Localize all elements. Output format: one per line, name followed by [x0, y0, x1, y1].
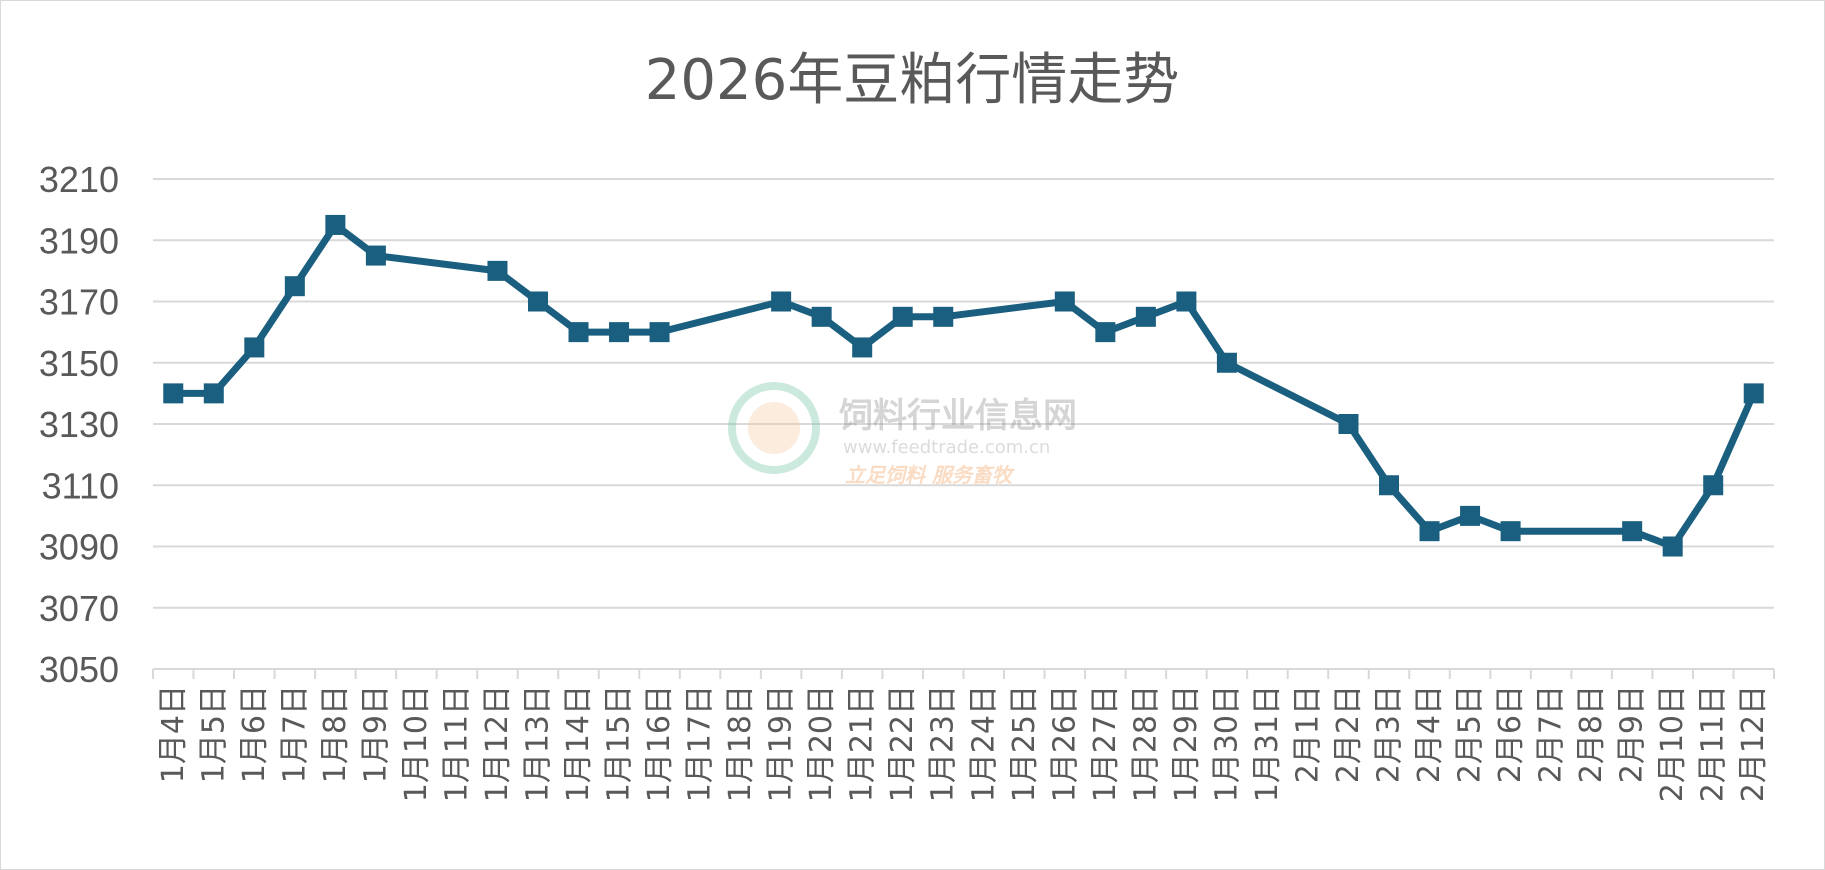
watermark-slogan: 立足饲料 服务畜牧	[845, 463, 1015, 487]
y-tick-label: 3190	[39, 220, 119, 261]
markers	[163, 214, 1764, 557]
data-point-marker	[649, 322, 670, 343]
data-point-marker	[163, 383, 184, 404]
x-tick-label: 2月11日	[1696, 685, 1731, 802]
x-tick-label: 2月4日	[1412, 685, 1447, 783]
data-point-marker	[203, 383, 224, 404]
data-point-marker	[1054, 291, 1075, 312]
x-tick-label: 1月5日	[196, 685, 231, 783]
y-tick-label: 3070	[39, 588, 119, 629]
x-tick-label: 1月6日	[237, 685, 272, 783]
data-point-marker	[1338, 414, 1359, 434]
x-tick-label: 2月6日	[1493, 685, 1528, 783]
x-tick-label: 1月18日	[723, 685, 758, 802]
data-point-marker	[365, 245, 386, 266]
x-tick-label: 1月9日	[358, 685, 393, 783]
x-tick-label: 2月10日	[1655, 685, 1690, 802]
data-point-marker	[1743, 383, 1764, 404]
x-tick-label: 1月21日	[845, 685, 880, 802]
y-tick-label: 3210	[39, 159, 119, 200]
data-point-marker	[487, 260, 508, 281]
data-point-marker	[811, 306, 832, 327]
data-point-marker	[1500, 521, 1521, 542]
data-point-marker	[1460, 505, 1481, 526]
x-tick-label: 1月8日	[318, 685, 353, 783]
data-point-marker	[1095, 322, 1116, 343]
data-point-marker	[609, 322, 630, 343]
data-point-marker	[852, 337, 873, 358]
x-axis: 1月4日 1月5日 1月6日 1月7日 1月8日 1月9日 1月10日 1月11日 1月12日 1…	[152, 668, 1775, 802]
data-point-marker	[325, 214, 346, 235]
data-point-marker	[284, 276, 305, 297]
data-point-marker	[771, 291, 792, 312]
x-tick-label: 1月15日	[602, 685, 637, 802]
x-tick-label: 1月13日	[520, 685, 555, 802]
y-tick-label: 3150	[39, 343, 119, 384]
x-tick-label: 1月31日	[1250, 685, 1285, 802]
x-tick-label: 1月10日	[399, 685, 434, 802]
x-tick-label: 2月1日	[1290, 685, 1325, 783]
watermark-logo-icon	[728, 382, 820, 474]
data-point-marker	[933, 306, 954, 327]
y-tick-label: 3130	[39, 404, 119, 445]
x-tick-label: 1月11日	[439, 685, 474, 802]
x-tick-label: 2月12日	[1736, 685, 1771, 802]
x-tick-label: 1月26日	[1047, 685, 1082, 802]
x-tick-label: 1月7日	[277, 685, 312, 783]
data-point-marker	[1379, 475, 1400, 496]
data-point-marker	[1135, 306, 1156, 327]
watermark-name: 饲料行业信息网	[839, 396, 1077, 436]
y-tick-label: 3090	[39, 527, 119, 568]
x-tick-label: 1月22日	[885, 685, 920, 802]
series-line	[169, 221, 1758, 550]
gridlines	[153, 178, 1774, 609]
x-tick-label: 1月27日	[1088, 685, 1123, 802]
chart-title: 2026年豆粕行情走势	[645, 48, 1180, 113]
data-point-marker	[892, 306, 913, 327]
y-axis: 3050 3070 3090 3110 3130 3150 3170 3190 3210	[39, 159, 119, 690]
data-point-marker	[244, 337, 265, 358]
x-tick-label: 1月4日	[156, 685, 191, 783]
x-tick-label: 2月8日	[1574, 685, 1609, 783]
watermark-logo-inner-icon	[748, 402, 800, 454]
x-tick-label: 1月25日	[1007, 685, 1042, 802]
x-tick-label: 2月2日	[1331, 685, 1366, 783]
x-tick-label: 2月7日	[1534, 685, 1569, 783]
x-tick-label: 2月9日	[1615, 685, 1650, 783]
x-tick-label: 1月30日	[1209, 685, 1244, 802]
data-point-marker	[1703, 475, 1724, 496]
x-tick-label: 2月5日	[1453, 685, 1488, 783]
x-tick-label: 1月28日	[1128, 685, 1163, 802]
x-tick-label: 1月14日	[561, 685, 596, 802]
data-point-marker	[1622, 521, 1643, 542]
y-tick-label: 3170	[39, 282, 119, 323]
y-tick-label: 3110	[42, 465, 119, 506]
data-point-marker	[1216, 352, 1237, 373]
data-point-marker	[1419, 521, 1440, 542]
x-tick-label: 1月19日	[764, 685, 799, 802]
series-line-layer	[169, 221, 1758, 550]
x-tick-label: 1月16日	[642, 685, 677, 802]
x-tick-label: 1月29日	[1169, 685, 1204, 802]
data-point-marker	[568, 322, 589, 343]
x-tick-label: 1月24日	[966, 685, 1001, 802]
watermark: 饲料行业信息网 www.feedtrade.com.cn 立足饲料 服务畜牧	[728, 382, 1077, 487]
x-tick-label: 2月3日	[1372, 685, 1407, 783]
data-point-marker	[1176, 291, 1197, 312]
data-point-marker	[1662, 536, 1683, 557]
x-tick-label: 1月23日	[926, 685, 961, 802]
x-tick-label: 1月12日	[480, 685, 515, 802]
y-tick-label: 3050	[39, 649, 119, 690]
watermark-url: www.feedtrade.com.cn	[843, 437, 1050, 458]
x-tick-label: 1月20日	[804, 685, 839, 802]
data-point-marker	[527, 291, 548, 312]
x-tick-label: 1月17日	[683, 685, 718, 802]
